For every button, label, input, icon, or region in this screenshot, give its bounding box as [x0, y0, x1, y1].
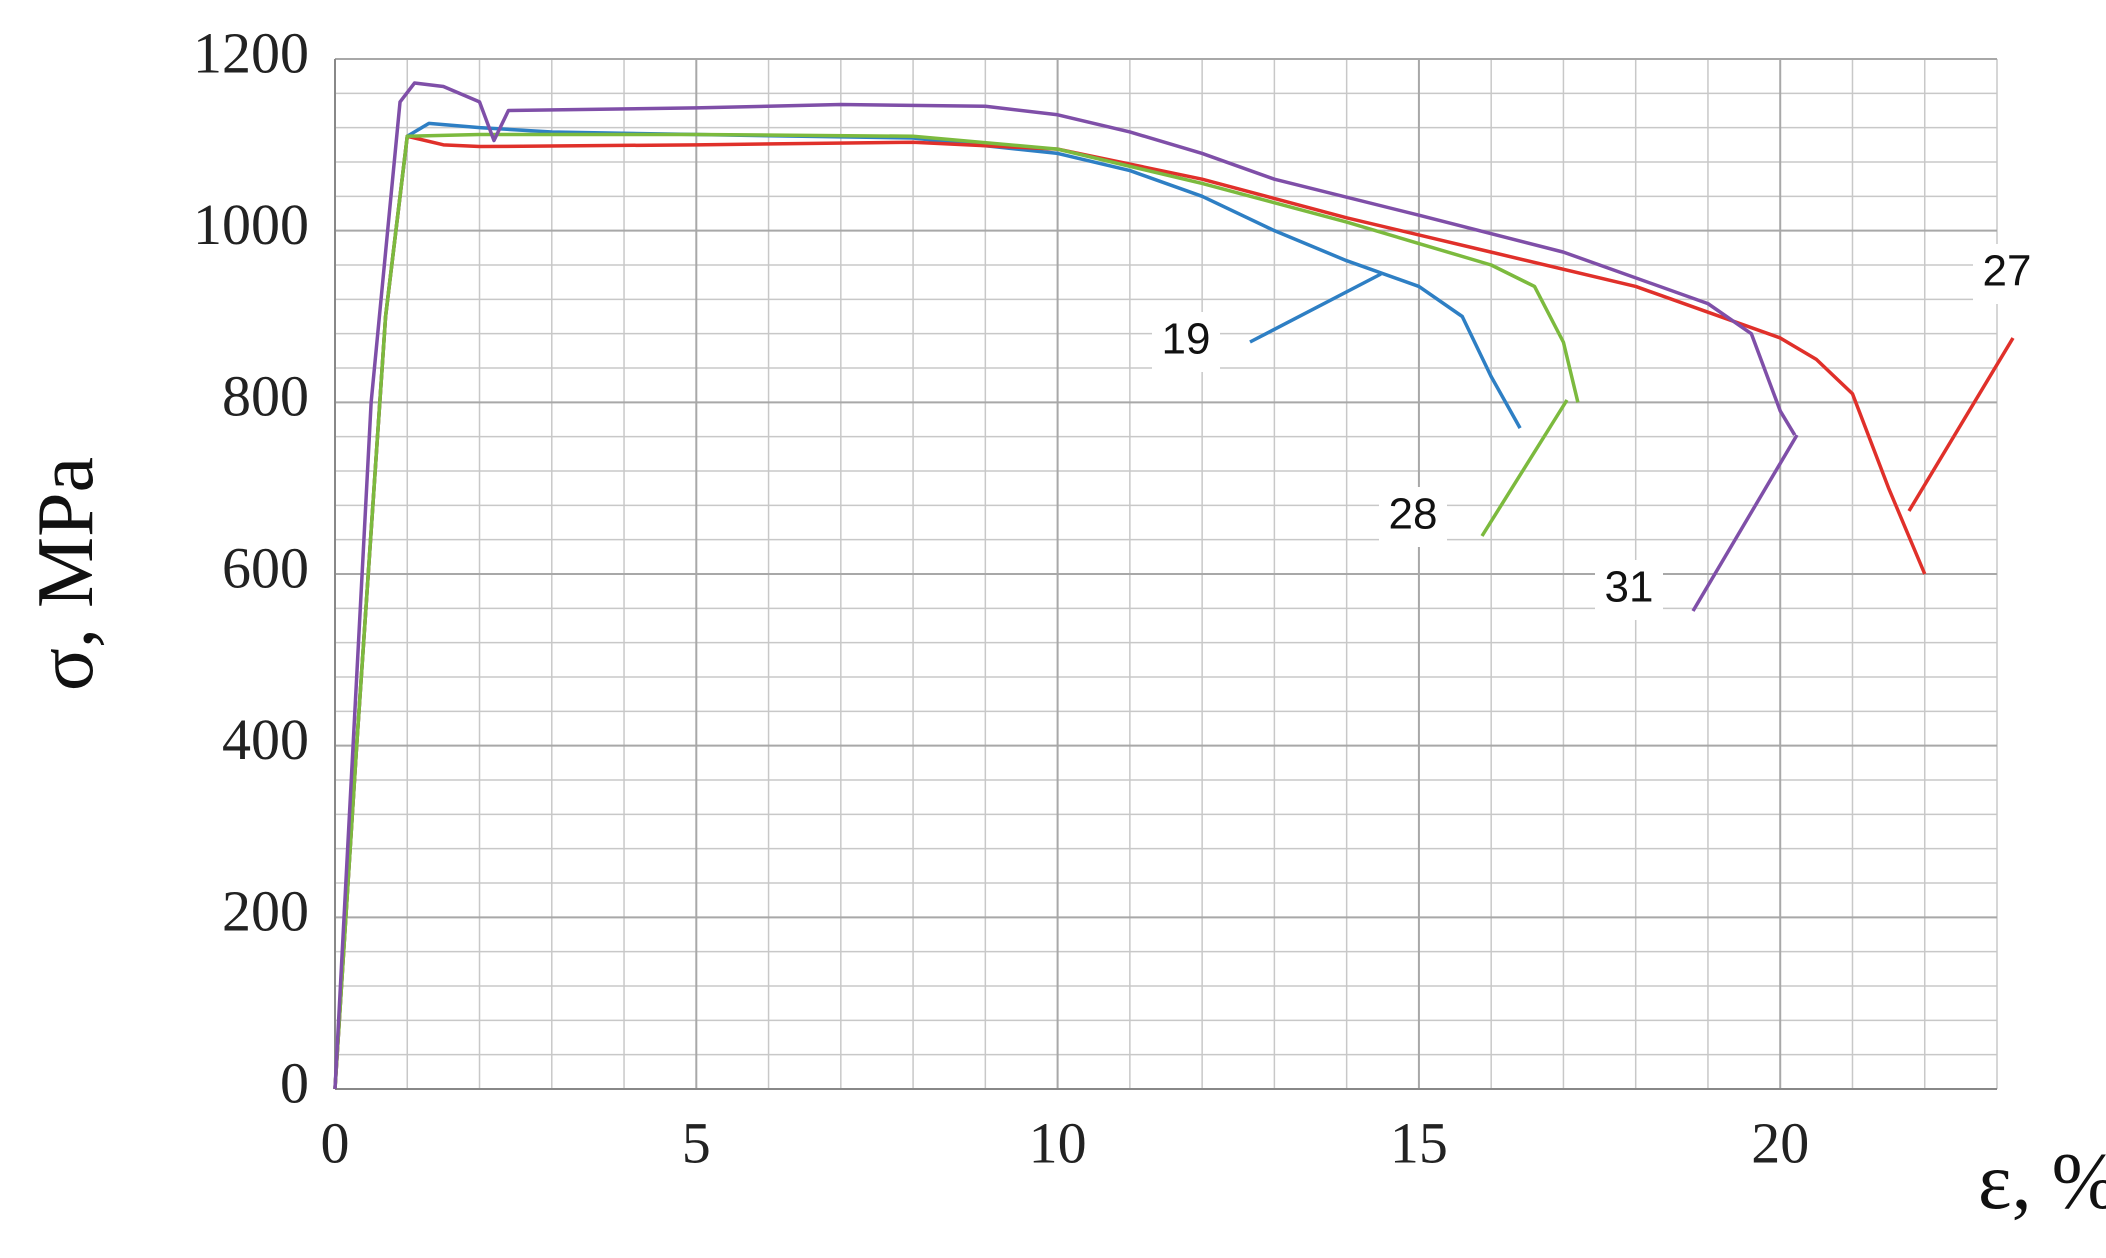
series-label: 27: [1983, 247, 2032, 296]
leader-line: [1907, 337, 2015, 512]
label-bg: [1595, 560, 1663, 620]
y-tick-label: 0: [280, 1050, 309, 1115]
label-bg: [1379, 487, 1447, 547]
series-label: 28: [1389, 490, 1438, 539]
y-tick-label: 800: [222, 364, 309, 429]
y-tick-label: 1000: [193, 192, 309, 257]
series-label: 19: [1162, 315, 1211, 364]
y-tick-label: 1200: [193, 20, 309, 85]
x-tick-label: 10: [1029, 1110, 1087, 1175]
x-axis-label: ε, %: [1978, 1138, 2106, 1226]
data-line: [333, 81, 1797, 1090]
y-axis-label: σ, MPa: [22, 457, 110, 691]
leader-line: [1249, 272, 1382, 344]
label-bg: [1152, 312, 1220, 372]
x-tick-label: 20: [1751, 1110, 1809, 1175]
data-line: [333, 121, 1522, 1090]
x-tick-label: 0: [321, 1110, 350, 1175]
y-tick-label: 200: [222, 879, 309, 944]
y-tick-label: 400: [222, 707, 309, 772]
data-line: [333, 132, 1580, 1090]
leader-line: [1480, 399, 1569, 537]
label-bg: [1973, 244, 2041, 304]
x-tick-label: 5: [682, 1110, 711, 1175]
leader-line: [1691, 434, 1799, 612]
y-tick-label: 600: [222, 535, 309, 600]
x-tick-label: 15: [1390, 1110, 1448, 1175]
series-label: 31: [1605, 563, 1654, 612]
